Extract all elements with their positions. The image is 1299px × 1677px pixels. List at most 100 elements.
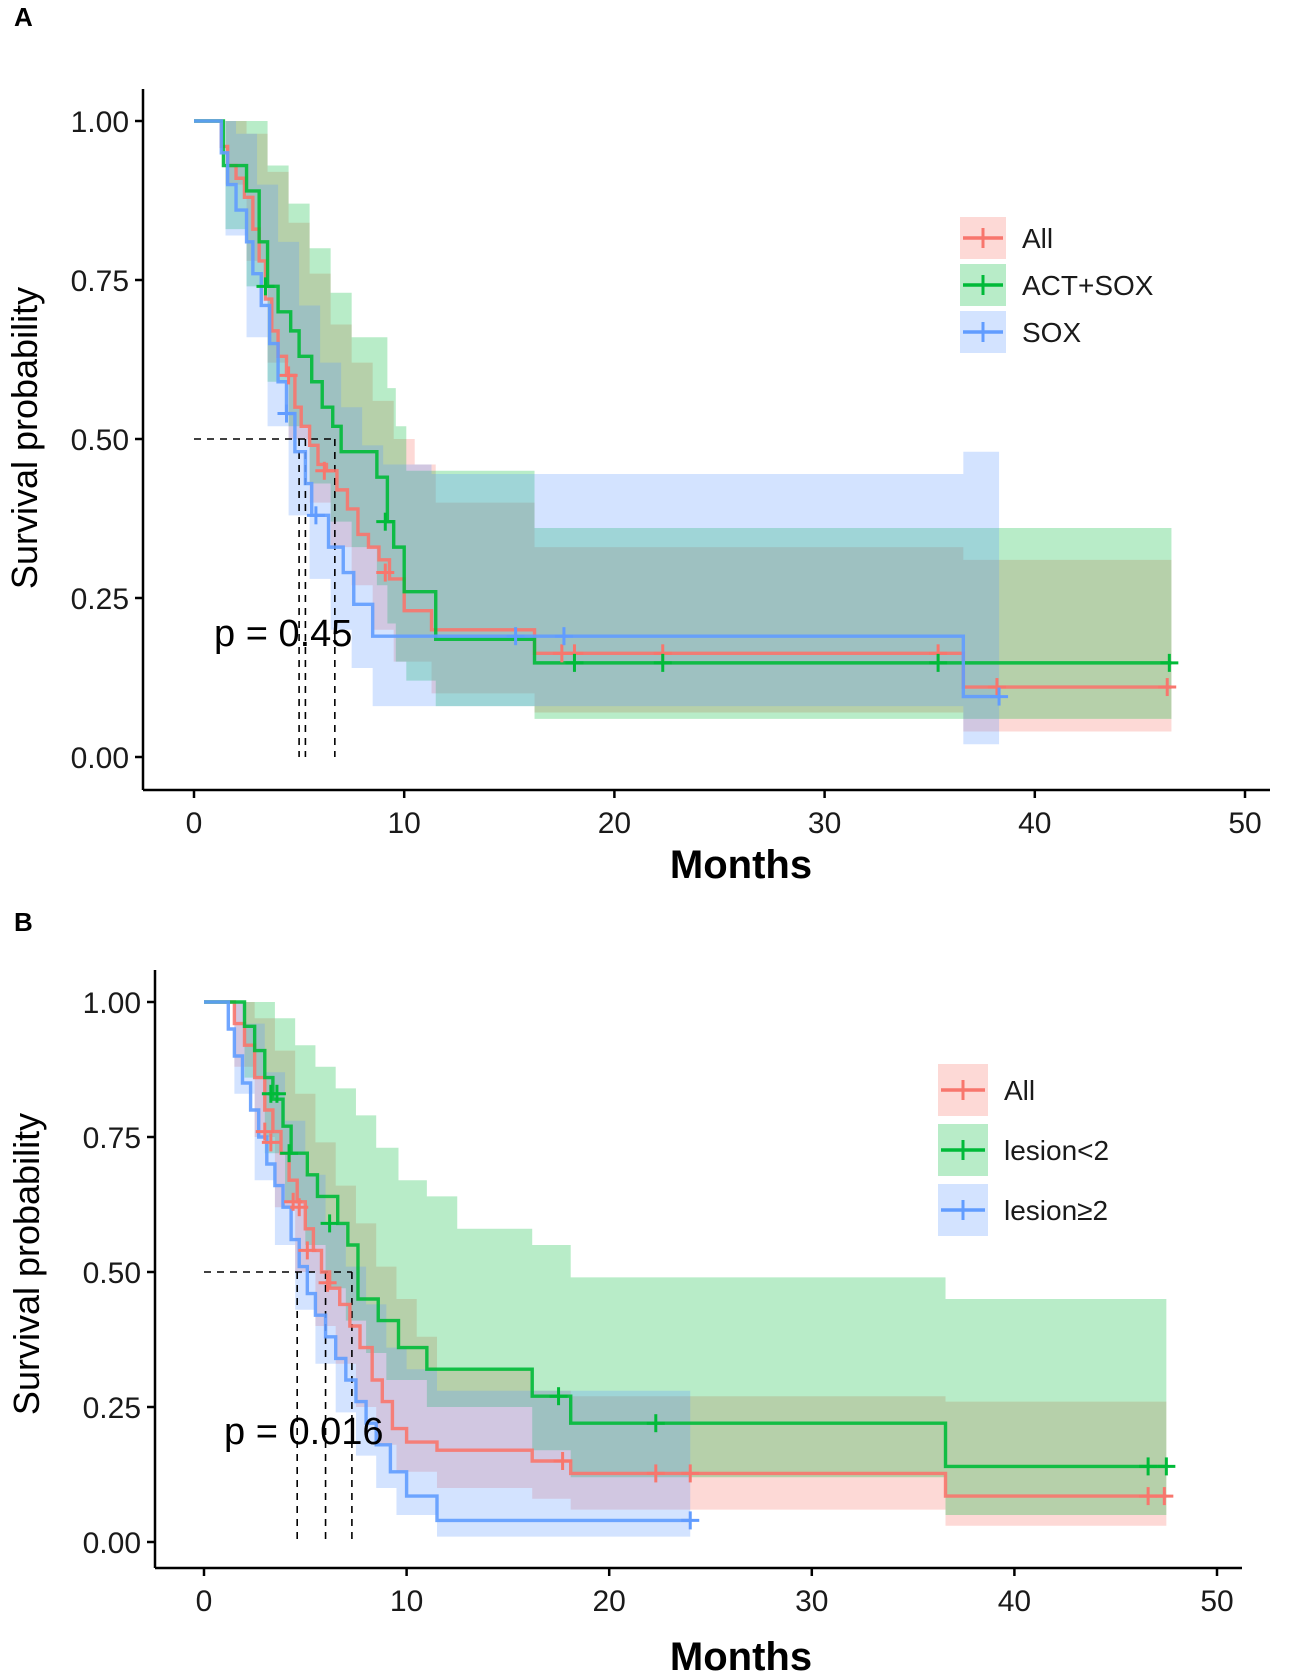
censor-mark bbox=[646, 1414, 665, 1433]
axes-a: 0.00 0.25 0.50 0.75 1.00 0 10 20 30 40 50 bbox=[71, 89, 1270, 840]
panel-b: B 0.00 0.25 0.50 0.75 1.00 0 10 20 30 40 50 p = 0.… bbox=[6, 907, 1242, 1677]
survival-curve-1 bbox=[204, 1000, 1167, 1498]
censor-mark bbox=[929, 653, 948, 672]
legend-label: lesion<2 bbox=[1004, 1135, 1109, 1166]
p-value-a: p = 0.45 bbox=[214, 613, 352, 655]
legend-a: All ACT+SOX SOX bbox=[960, 217, 1154, 353]
censor-mark bbox=[506, 627, 525, 646]
censor-mark bbox=[987, 678, 1006, 697]
y-tick-label: 0.25 bbox=[71, 583, 129, 616]
y-tick-label: 1.00 bbox=[83, 987, 141, 1020]
x-tick-label: 10 bbox=[388, 807, 421, 840]
censor-mark bbox=[306, 506, 325, 525]
legend-item: lesion≥2 bbox=[938, 1184, 1108, 1236]
censor-mark bbox=[277, 404, 296, 423]
censor-mark bbox=[554, 627, 573, 646]
legend-label: All bbox=[1004, 1075, 1035, 1106]
panel-a: A 0.00 0.25 0.50 0.75 1.00 0 10 20 30 40 50 p = 0.… bbox=[4, 2, 1270, 887]
ci-band-2 bbox=[194, 121, 1172, 719]
survival-curves-b bbox=[204, 1000, 1167, 1523]
censor-mark bbox=[990, 687, 1009, 706]
y-tick-label: 0.25 bbox=[83, 1392, 141, 1425]
y-tick-label: 1.00 bbox=[71, 106, 129, 139]
x-tick-label: 50 bbox=[1200, 1585, 1233, 1618]
median-lines-a bbox=[194, 438, 336, 757]
panel-label-a: A bbox=[14, 2, 33, 32]
confidence-bands-b bbox=[204, 1002, 1167, 1537]
survival-curve-3 bbox=[194, 119, 1000, 699]
legend-b: All lesion<2 lesion≥2 bbox=[938, 1064, 1109, 1236]
survival-curve-3 bbox=[204, 1000, 691, 1523]
censor-mark bbox=[653, 653, 672, 672]
ci-band-1 bbox=[204, 1002, 1167, 1526]
censor-mark bbox=[1157, 1457, 1176, 1476]
censor-mark bbox=[261, 1133, 280, 1152]
survival-curve-2 bbox=[204, 1000, 1167, 1469]
censor-mark bbox=[320, 1214, 339, 1233]
censor-mark bbox=[298, 1241, 317, 1260]
legend-item: SOX bbox=[960, 311, 1081, 353]
legend-item: All bbox=[960, 217, 1053, 259]
x-tick-label: 0 bbox=[186, 807, 203, 840]
censor-mark bbox=[549, 1387, 568, 1406]
y-tick-label: 0.75 bbox=[83, 1122, 141, 1155]
x-tick-label: 30 bbox=[808, 807, 841, 840]
legend-item: All bbox=[938, 1064, 1035, 1116]
censor-mark bbox=[681, 1464, 700, 1483]
x-tick-label: 20 bbox=[593, 1585, 626, 1618]
panel-label-b: B bbox=[14, 907, 33, 937]
legend-label: ACT+SOX bbox=[1022, 270, 1154, 301]
survival-curves-a bbox=[194, 119, 1172, 699]
x-axis-title-b: Months bbox=[670, 1635, 812, 1677]
censor-mark bbox=[1139, 1487, 1158, 1506]
censor-mark bbox=[267, 1084, 286, 1103]
legend-item: lesion<2 bbox=[938, 1124, 1109, 1176]
survival-curve-2 bbox=[194, 119, 1172, 665]
censor-mark bbox=[318, 1273, 337, 1292]
axes-b: 0.00 0.25 0.50 0.75 1.00 0 10 20 30 40 50 bbox=[83, 970, 1242, 1618]
censor-mark bbox=[255, 1122, 274, 1141]
y-tick-label: 0.50 bbox=[83, 1257, 141, 1290]
x-tick-label: 40 bbox=[998, 1585, 1031, 1618]
censor-mark bbox=[1139, 1457, 1158, 1476]
censor-mark bbox=[376, 512, 395, 531]
x-tick-label: 10 bbox=[390, 1585, 423, 1618]
x-tick-label: 40 bbox=[1018, 807, 1051, 840]
censor-mark bbox=[315, 461, 334, 480]
y-tick-label: 0.00 bbox=[83, 1527, 141, 1560]
ci-band-2 bbox=[204, 1002, 1167, 1515]
x-tick-label: 30 bbox=[795, 1585, 828, 1618]
y-axis-title-a: Survival probability bbox=[4, 287, 45, 589]
legend-label: lesion≥2 bbox=[1004, 1195, 1108, 1226]
censor-mark bbox=[646, 1464, 665, 1483]
censor-mark bbox=[1155, 1487, 1174, 1506]
censor-mark bbox=[1160, 653, 1179, 672]
censor-mark bbox=[565, 653, 584, 672]
y-tick-label: 0.00 bbox=[71, 742, 129, 775]
ci-band-3 bbox=[204, 1002, 691, 1537]
censor-mark bbox=[681, 1511, 700, 1530]
censor-mark bbox=[256, 277, 275, 296]
censor-marks-a bbox=[256, 277, 1179, 706]
censor-mark bbox=[376, 563, 395, 582]
ci-band-3 bbox=[194, 121, 1000, 745]
y-tick-label: 0.50 bbox=[71, 424, 129, 457]
censor-marks-b bbox=[255, 1084, 1176, 1530]
censor-mark bbox=[280, 1144, 299, 1163]
confidence-bands-a bbox=[194, 121, 1172, 745]
censor-mark bbox=[553, 1452, 572, 1470]
censor-mark bbox=[279, 366, 298, 385]
censor-mark bbox=[1158, 678, 1177, 697]
legend-label: All bbox=[1022, 223, 1053, 254]
survival-curve-1 bbox=[194, 119, 1172, 689]
y-axis-title-b: Survival probability bbox=[6, 1113, 47, 1415]
legend-item: ACT+SOX bbox=[960, 264, 1154, 306]
ci-band-1 bbox=[194, 121, 1172, 732]
p-value-b: p = 0.016 bbox=[224, 1411, 384, 1453]
censor-mark bbox=[290, 1198, 309, 1217]
x-tick-label: 50 bbox=[1228, 807, 1261, 840]
y-tick-label: 0.75 bbox=[71, 265, 129, 298]
x-tick-label: 0 bbox=[196, 1585, 213, 1618]
x-axis-title-a: Months bbox=[670, 843, 812, 887]
